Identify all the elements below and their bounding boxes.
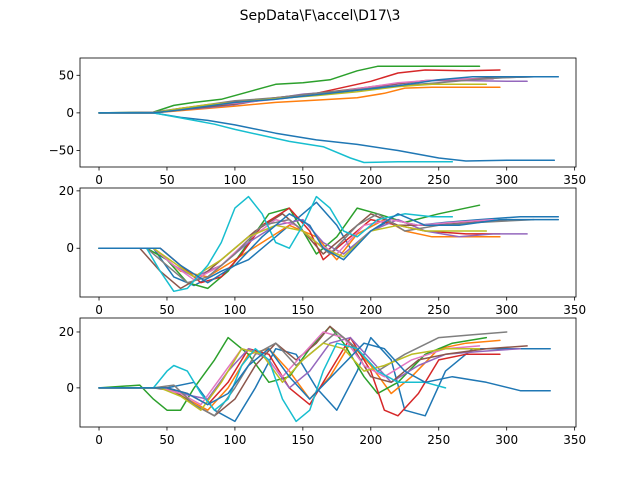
x-tick-label: 100 [223, 303, 246, 317]
x-tick-label: 200 [359, 433, 382, 447]
series-line-5 [98, 79, 528, 114]
x-tick-label: 100 [223, 173, 246, 187]
x-tick-label: 200 [359, 303, 382, 317]
series-line-2 [98, 86, 501, 114]
series-group [98, 195, 560, 293]
series-line-9 [98, 224, 488, 278]
x-tick-label: 200 [359, 173, 382, 187]
series-line-4 [98, 69, 501, 114]
figure-title: SepData\F\accel\D17\3 [239, 8, 401, 24]
y-tick-label: −50 [49, 143, 74, 157]
y-tick-label: 0 [66, 241, 74, 255]
x-tick-label: 250 [427, 303, 450, 317]
y-tick-label: 20 [59, 184, 74, 198]
x-tick-label: 50 [159, 173, 174, 187]
x-tick-label: 0 [95, 433, 103, 447]
x-tick-label: 50 [159, 303, 174, 317]
x-tick-label: 350 [563, 433, 586, 447]
x-tick-label: 50 [159, 433, 174, 447]
series-line-10 [98, 112, 454, 164]
series-line-3 [98, 204, 481, 290]
series-line-10 [98, 342, 447, 423]
series-line-9 [98, 342, 481, 411]
series-line-11 [98, 213, 560, 284]
x-tick-label: 150 [291, 433, 314, 447]
x-tick-label: 350 [563, 173, 586, 187]
x-tick-label: 300 [495, 303, 518, 317]
series-line-3 [98, 325, 488, 411]
axes-frame [79, 317, 577, 428]
series-line-11 [98, 76, 560, 114]
x-tick-label: 150 [291, 303, 314, 317]
x-tick-label: 300 [495, 433, 518, 447]
x-tick-label: 0 [95, 173, 103, 187]
series-line-3 [98, 65, 481, 114]
series-line-5 [98, 336, 522, 400]
series-line-7 [98, 331, 481, 406]
series-line-1 [98, 112, 556, 162]
series-group [98, 325, 551, 423]
series-line-9 [98, 83, 488, 114]
axes-frame [79, 187, 577, 298]
series-line-8 [98, 331, 508, 417]
x-tick-label: 100 [223, 433, 246, 447]
subplot-2: 0 50 100 150 200 250 300 350 0 20 [59, 184, 586, 317]
subplot-3: 0 50 100 150 200 250 300 350 0 20 [59, 317, 586, 447]
x-tick-label: 350 [563, 303, 586, 317]
x-tick-label: 150 [291, 173, 314, 187]
x-tick-label: 300 [495, 173, 518, 187]
x-tick-label: 0 [95, 303, 103, 317]
y-tick-label: 0 [66, 381, 74, 395]
y-tick-label: 0 [66, 106, 74, 120]
subplot-1: 0 50 100 150 200 250 300 350 −50 0 50 [49, 57, 586, 187]
y-tick-label: 20 [59, 325, 74, 339]
series-group [98, 65, 560, 164]
series-line-8 [98, 213, 535, 284]
y-tick-label: 50 [59, 68, 74, 82]
series-line-10 [98, 195, 454, 293]
series-line-11 [98, 342, 551, 406]
x-tick-label: 250 [427, 173, 450, 187]
x-tick-label: 250 [427, 433, 450, 447]
